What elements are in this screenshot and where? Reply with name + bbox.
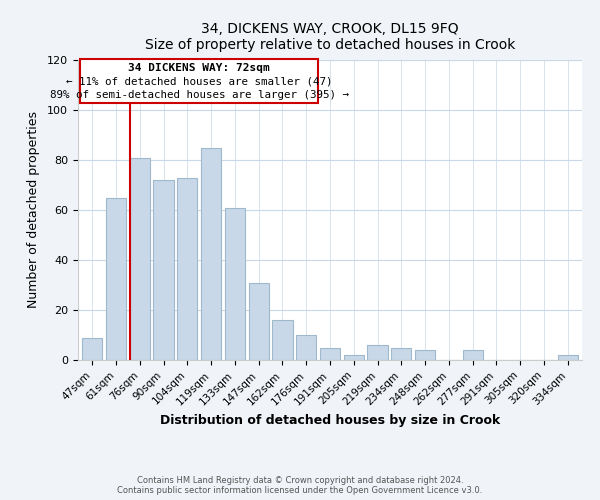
Text: 89% of semi-detached houses are larger (395) →: 89% of semi-detached houses are larger (… — [50, 90, 349, 100]
Bar — [272, 320, 293, 360]
Bar — [344, 355, 364, 360]
Bar — [463, 350, 483, 360]
Bar — [320, 348, 340, 360]
Bar — [248, 282, 269, 360]
Bar — [391, 348, 412, 360]
Bar — [177, 178, 197, 360]
Bar — [367, 345, 388, 360]
FancyBboxPatch shape — [80, 58, 318, 102]
Bar — [82, 338, 103, 360]
Y-axis label: Number of detached properties: Number of detached properties — [27, 112, 40, 308]
Bar — [557, 355, 578, 360]
Title: 34, DICKENS WAY, CROOK, DL15 9FQ
Size of property relative to detached houses in: 34, DICKENS WAY, CROOK, DL15 9FQ Size of… — [145, 22, 515, 52]
Bar — [154, 180, 173, 360]
Bar — [106, 198, 126, 360]
X-axis label: Distribution of detached houses by size in Crook: Distribution of detached houses by size … — [160, 414, 500, 426]
Bar — [296, 335, 316, 360]
Bar — [130, 158, 150, 360]
Text: Contains HM Land Registry data © Crown copyright and database right 2024.
Contai: Contains HM Land Registry data © Crown c… — [118, 476, 482, 495]
Bar — [225, 208, 245, 360]
Bar — [201, 148, 221, 360]
Bar — [415, 350, 435, 360]
Text: 34 DICKENS WAY: 72sqm: 34 DICKENS WAY: 72sqm — [128, 63, 270, 73]
Text: ← 11% of detached houses are smaller (47): ← 11% of detached houses are smaller (47… — [66, 76, 332, 86]
